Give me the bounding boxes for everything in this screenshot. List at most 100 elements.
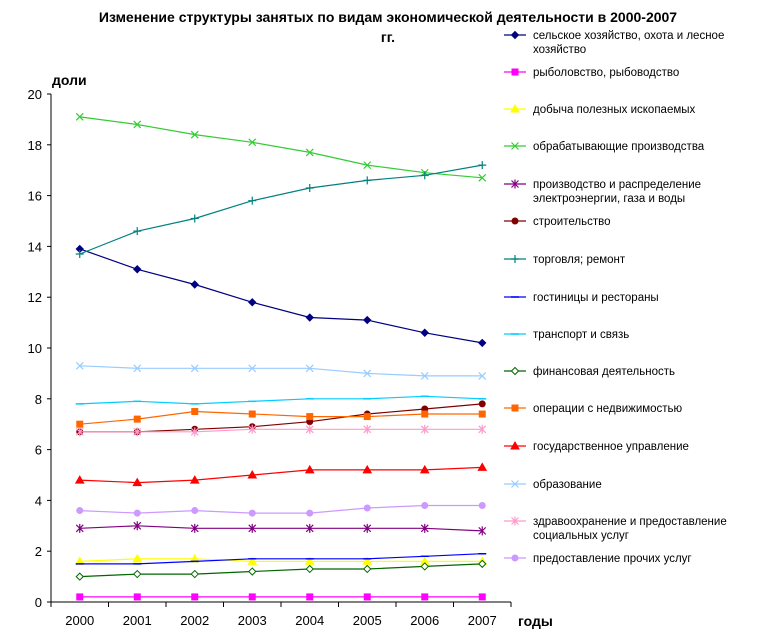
legend-label: здравоохранение и предоставление [533,516,727,528]
data-point [306,413,314,421]
legend-item: обрабатывающие производства [504,141,705,153]
data-point [248,196,257,205]
legend-item: сельское хозяйство, охота и лесное хозяйс… [504,30,724,56]
x-tick-label: 2007 [468,613,497,628]
series-line [79,365,483,377]
data-point [191,593,199,601]
legend-item: строительство [504,216,610,228]
legend-swatch-marker [511,255,519,263]
data-point [247,556,258,565]
y-axis-title: доли [52,72,87,88]
data-point [132,553,143,563]
data-point [305,313,314,322]
data-point [478,410,486,418]
chart-title-line-1: Изменение структуры занятых по видам эко… [99,9,677,25]
legend-swatch-marker [511,217,519,225]
legend-swatch-marker [511,480,519,488]
data-point [248,523,257,533]
legend-label: государственное управление [533,441,689,453]
legend-label: финансовая деятельность [533,366,675,378]
data-point [305,424,314,434]
data-point [304,464,315,474]
series-line [79,525,483,532]
legend-label: предоставление прочих услуг [533,553,692,565]
x-tick-label: 2005 [353,613,382,628]
series-line [79,116,483,179]
legend-swatch-marker [511,142,519,150]
chart-axes: 0 2 4 6 8 10 12 14 16 18 20 2000 2001 2002 2003 2004 200… [28,87,512,628]
data-point [133,593,141,601]
data-point [248,138,257,147]
data-point [363,315,372,325]
legend-label: обрабатывающие производства [533,141,705,153]
legend-swatch-marker [510,440,520,450]
legend-swatch-marker [511,404,519,412]
legend-swatch-marker [511,516,519,526]
x-tick-label: 2002 [180,613,209,628]
data-point [133,265,142,274]
data-point [75,112,84,121]
series-line [79,428,483,433]
series-10 [75,559,487,581]
data-point [76,420,84,428]
data-point [305,183,314,192]
data-point [75,523,84,533]
y-tick-label: 14 [28,239,42,254]
x-tick-label: 2004 [295,613,324,628]
x-tick-label: 2001 [123,613,152,628]
legend-item: транспорт и связь [504,329,629,341]
x-tick-label: 2003 [238,613,267,628]
data-point [133,227,142,236]
data-point [420,171,429,180]
legend-item: добыча полезных ископаемых [504,103,696,116]
data-point [478,501,486,509]
series-line [79,248,483,344]
data-point [421,593,429,601]
data-point [478,372,487,380]
data-point [133,521,142,531]
data-point [190,214,199,223]
series-line [79,410,483,425]
legend-label: социальных услуг [533,530,629,542]
legend-label: рыболовство, рыбоводство [533,67,679,79]
legend-label: добыча полезных ископаемых [533,104,696,116]
legend-label: образование [533,479,602,491]
data-point [248,509,256,517]
data-point [478,338,487,348]
data-point [420,523,429,533]
data-point [248,410,256,418]
series-1 [75,244,487,348]
data-point [362,556,373,565]
data-point [477,462,488,471]
legend-swatch-marker [510,366,520,376]
y-tick-label: 20 [28,87,42,102]
legend-swatch-marker [511,68,519,76]
series-15 [76,501,486,517]
x-tick-label: 2006 [410,613,439,628]
data-point [306,509,314,517]
data-point [191,408,199,415]
data-point [76,507,84,515]
legend-item: торговля; ремонт [504,254,626,266]
legend-label: строительство [533,216,610,228]
series-layer [74,112,488,601]
data-point [363,369,372,378]
data-point [420,372,429,380]
series-line [79,395,483,405]
x-axis-title: годы [518,613,553,629]
data-point [76,593,84,601]
legend-item: предоставление прочих услуг [504,553,692,565]
legend-item: финансовая деятельность [504,366,675,378]
legend-label: торговля; ремонт [533,254,626,266]
series-4 [75,112,487,182]
data-point [420,562,429,571]
series-14 [75,424,487,437]
y-tick-label: 12 [28,290,42,305]
legend-item: гостиницы и рестораны [504,292,659,304]
data-point [75,427,84,437]
data-point [305,148,314,157]
legend-swatch-marker [510,30,520,40]
legend-swatch-marker [511,554,519,562]
legend-label: хозяйство [533,44,586,56]
legend: сельское хозяйство, охота и лесное хозяйс… [504,30,727,565]
